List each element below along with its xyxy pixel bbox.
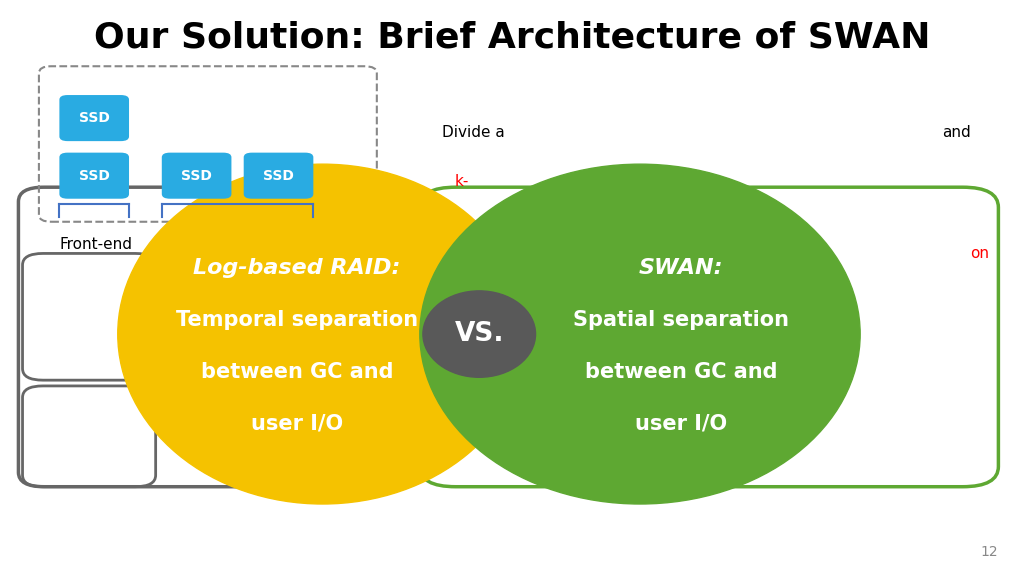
Text: SSD: SSD: [263, 169, 294, 183]
FancyBboxPatch shape: [59, 153, 129, 199]
Text: SSD: SSD: [181, 169, 212, 183]
Text: Temporal separation: Temporal separation: [176, 310, 418, 329]
FancyBboxPatch shape: [59, 95, 129, 141]
Ellipse shape: [118, 164, 527, 504]
Text: 12: 12: [981, 545, 998, 559]
Text: SSD: SSD: [79, 169, 110, 183]
Text: SSD: SSD: [79, 111, 110, 125]
Text: Our Solution: Brief Architecture of SWAN: Our Solution: Brief Architecture of SWAN: [94, 20, 930, 55]
Text: Back-end: Back-end: [208, 237, 280, 252]
Text: between GC and: between GC and: [201, 362, 393, 381]
Ellipse shape: [423, 291, 536, 377]
Text: Log-based RAID:: Log-based RAID:: [194, 258, 400, 278]
FancyBboxPatch shape: [244, 153, 313, 199]
Text: user I/O: user I/O: [251, 414, 343, 433]
Text: between GC and: between GC and: [585, 362, 777, 381]
Text: k-: k-: [455, 174, 469, 189]
Ellipse shape: [420, 164, 860, 504]
Text: and: and: [942, 125, 971, 140]
Text: on: on: [970, 246, 989, 261]
Text: Front-end: Front-end: [59, 237, 133, 252]
Text: VS.: VS.: [455, 321, 504, 347]
FancyBboxPatch shape: [162, 153, 231, 199]
Text: Divide a: Divide a: [442, 125, 505, 140]
Text: Spatial separation: Spatial separation: [573, 310, 788, 329]
Text: user I/O: user I/O: [635, 414, 727, 433]
Text: SWAN:: SWAN:: [639, 258, 723, 278]
